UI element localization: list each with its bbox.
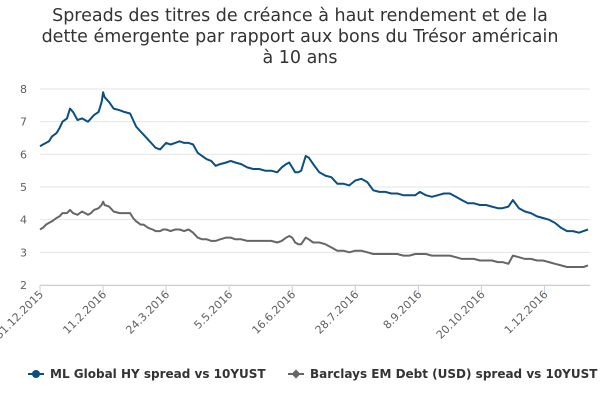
- chart-title-line-1: Spreads des titres de créance à haut ren…: [52, 6, 548, 26]
- series-line-0[interactable]: [39, 91, 589, 234]
- chart-title: Spreads des titres de créance à haut ren…: [0, 6, 600, 69]
- y-tick-label: 3: [20, 246, 27, 259]
- series-line-1[interactable]: [39, 200, 589, 268]
- y-tick-label: 8: [20, 83, 27, 96]
- chart-title-line-2: dette émergente par rapport aux bons du …: [41, 27, 559, 47]
- x-tick-label: 24.3.2016: [123, 288, 172, 337]
- legend-marker-diamond: [291, 369, 301, 379]
- legend-marker-circle: [32, 370, 40, 378]
- x-tick-label: 20.10.2016: [434, 288, 488, 342]
- y-tick-label: 4: [20, 214, 27, 227]
- x-tick-label: 28.7.2016: [313, 288, 362, 337]
- series-lines: [39, 91, 589, 268]
- legend-item-label[interactable]: ML Global HY spread vs 10YUST: [50, 367, 266, 381]
- gridlines: [40, 88, 590, 286]
- x-tick-label: 16.6.2016: [250, 288, 299, 337]
- x-tick-label: 11.2.2016: [60, 288, 109, 337]
- x-tick-label: 31.12.2015: [0, 288, 46, 342]
- legend-item-label[interactable]: Barclays EM Debt (USD) spread vs 10YUST: [310, 367, 598, 381]
- chart-title-line-3: à 10 ans: [262, 48, 338, 68]
- y-tick-label: 5: [20, 181, 27, 194]
- x-tick-label: 8.9.2016: [381, 288, 425, 332]
- x-tick-label: 5.5.2016: [191, 288, 235, 332]
- y-tick-label: 7: [20, 116, 27, 129]
- x-tick-label: 1.12.2016: [502, 288, 551, 337]
- legend: ML Global HY spread vs 10YUST Barclays EM…: [28, 367, 598, 381]
- y-axis: 2 3 4 5 6 7 8: [20, 83, 27, 292]
- y-tick-label: 6: [20, 148, 27, 161]
- y-tick-label: 2: [20, 279, 27, 292]
- x-axis: 31.12.2015 11.2.2016 24.3.2016 5.5.2016 16.6…: [0, 285, 590, 342]
